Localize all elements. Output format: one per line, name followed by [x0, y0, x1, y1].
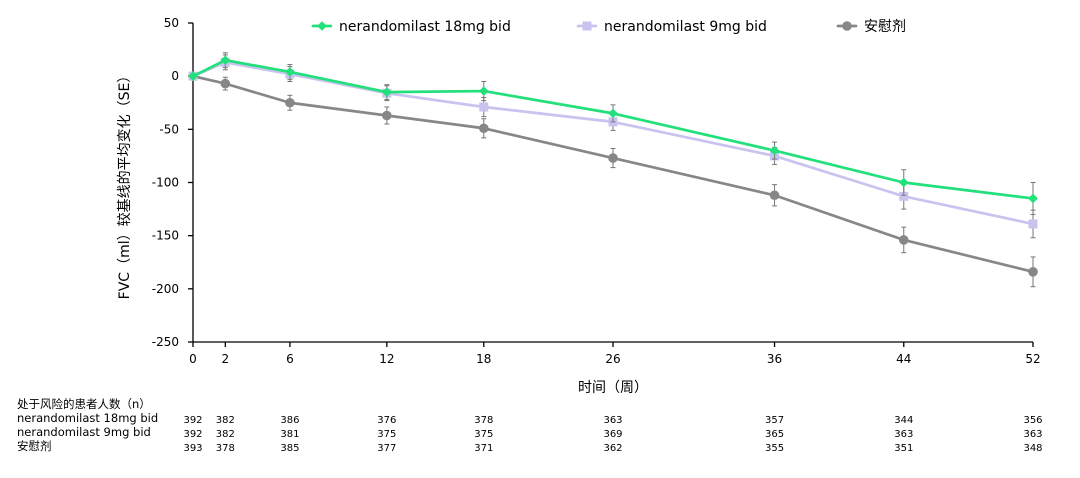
legend-placebo-label: 安慰剂	[864, 18, 906, 35]
risk-row-label-18mg: nerandomilast 18mg bid	[17, 411, 158, 425]
y-axis-title: FVC（ml）较基线的平均变化（SE）	[116, 69, 133, 300]
x-axis-title: 时间（周）	[578, 380, 648, 396]
series-placebo-marker	[769, 190, 780, 201]
risk-value: 382	[216, 429, 235, 440]
x-tick-label: 36	[767, 352, 782, 366]
risk-table-title: 处于风险的患者人数（n）	[17, 397, 151, 411]
risk-row-label-9mg: nerandomilast 9mg bid	[17, 425, 151, 439]
risk-value: 378	[474, 415, 493, 426]
risk-value: 362	[603, 443, 622, 454]
legend-9mg-marker	[582, 21, 592, 31]
risk-value: 369	[603, 429, 622, 440]
series-9mg-marker	[1028, 219, 1038, 229]
series-18mg-marker	[220, 55, 231, 66]
legend-18mg: nerandomilast 18mg bid	[311, 19, 511, 35]
risk-value: 363	[894, 429, 913, 440]
series-placebo-marker	[220, 78, 231, 89]
risk-value: 363	[603, 415, 622, 426]
legend-18mg-label: nerandomilast 18mg bid	[339, 19, 511, 35]
series-18mg-marker	[1028, 193, 1038, 204]
risk-value: 378	[216, 443, 235, 454]
series-placebo-marker	[608, 153, 618, 163]
x-tick-label: 2	[221, 352, 229, 366]
risk-value: 375	[474, 429, 493, 440]
series-placebo-marker	[1028, 267, 1038, 277]
risk-value: 377	[377, 443, 396, 454]
risk-value: 371	[474, 443, 493, 454]
series-18mg-marker	[898, 177, 909, 188]
series-18mg-marker	[188, 71, 198, 81]
legend-9mg: nerandomilast 9mg bid	[576, 19, 767, 35]
risk-value: 385	[280, 443, 299, 454]
x-tick-label: 0	[189, 352, 197, 366]
x-tick-label: 12	[379, 352, 394, 366]
series-9mg-marker	[899, 191, 909, 201]
series-placebo-marker	[285, 97, 295, 108]
series-18mg-group	[188, 52, 1038, 215]
y-tick-label: -150	[152, 229, 179, 243]
risk-value: 344	[894, 415, 913, 426]
y-tick-label: -50	[159, 122, 179, 136]
risk-value: 375	[377, 429, 396, 440]
risk-value: 355	[765, 443, 784, 454]
series-placebo-group	[188, 71, 1038, 288]
series-18mg-marker	[608, 108, 618, 119]
y-tick-label: -250	[152, 335, 179, 349]
legend-18mg-marker	[317, 21, 327, 31]
risk-value: 356	[1023, 415, 1042, 426]
legend-9mg-label: nerandomilast 9mg bid	[604, 19, 767, 35]
y-tick-label: 0	[171, 69, 179, 83]
series-placebo-marker	[382, 110, 392, 121]
risk-value: 392	[183, 415, 202, 426]
risk-value: 392	[183, 429, 202, 440]
risk-value: 357	[765, 415, 784, 426]
risk-value: 348	[1023, 443, 1042, 454]
legend-placebo-marker	[842, 21, 852, 31]
risk-row-label-placebo: 安慰剂	[17, 439, 52, 453]
series-9mg-group	[188, 54, 1038, 239]
series-placebo-marker	[898, 235, 909, 245]
y-tick-label: -200	[152, 282, 179, 296]
risk-value: 393	[183, 443, 202, 454]
series-9mg-marker	[479, 102, 489, 112]
risk-value: 363	[1023, 429, 1042, 440]
legend-placebo: 安慰剂	[836, 18, 906, 35]
x-tick-label: 52	[1025, 352, 1040, 366]
risk-value: 386	[280, 415, 299, 426]
series-18mg-marker	[769, 145, 780, 156]
series-placebo-marker	[478, 123, 489, 134]
x-tick-label: 26	[605, 352, 620, 366]
risk-value: 382	[216, 415, 235, 426]
risk-value: 351	[894, 443, 913, 454]
x-tick-label: 18	[476, 352, 491, 366]
x-tick-label: 44	[896, 352, 911, 366]
series-18mg-marker	[285, 67, 295, 77]
series-18mg-marker	[382, 87, 392, 97]
risk-value: 365	[765, 429, 784, 440]
y-tick-label: 50	[164, 16, 179, 30]
risk-value: 376	[377, 415, 396, 426]
y-tick-label: -100	[152, 176, 179, 190]
x-tick-label: 6	[286, 352, 294, 366]
risk-value: 381	[280, 429, 299, 440]
series-18mg-marker	[478, 86, 489, 96]
